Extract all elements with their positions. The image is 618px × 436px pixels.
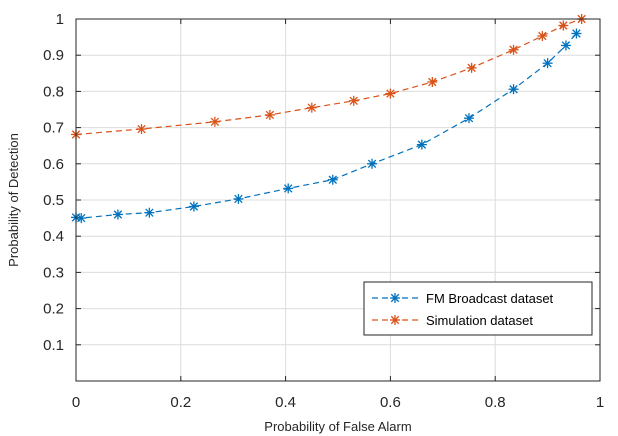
data-point-marker xyxy=(367,158,378,169)
data-point-marker xyxy=(283,183,294,194)
y-tick-label: 0.3 xyxy=(43,264,64,281)
x-tick-label: 0.8 xyxy=(485,394,506,411)
data-point-marker xyxy=(537,31,548,42)
data-point-marker xyxy=(464,113,474,124)
data-point-marker xyxy=(264,109,275,120)
x-tick-label: 0.2 xyxy=(170,394,191,411)
data-point-marker xyxy=(348,95,359,106)
legend-box xyxy=(363,281,593,336)
y-tick-label: 0.6 xyxy=(43,156,64,173)
data-point-marker xyxy=(385,88,396,99)
data-point-marker xyxy=(571,28,582,39)
data-point-marker xyxy=(558,20,569,31)
data-point-marker xyxy=(416,139,427,150)
series-line xyxy=(75,33,577,219)
data-point-marker xyxy=(209,116,220,127)
data-point-marker xyxy=(233,193,244,204)
legend-item: FM Broadcast dataset xyxy=(372,291,554,306)
x-tick-label: 0.6 xyxy=(380,394,401,411)
legend-marker xyxy=(390,293,400,303)
y-tick-label: 0.1 xyxy=(43,337,64,354)
data-point-marker xyxy=(466,62,477,73)
data-point-marker xyxy=(188,201,199,212)
legend-item: Simulation dataset xyxy=(372,313,533,328)
x-tick-label: 0 xyxy=(72,394,80,411)
y-tick-label: 1 xyxy=(56,11,64,28)
data-point-marker xyxy=(327,174,338,185)
y-tick-label: 0.8 xyxy=(43,83,64,100)
x-axis-label: Probability of False Alarm xyxy=(264,419,411,434)
legend-marker xyxy=(390,315,400,325)
data-point-marker xyxy=(542,58,553,69)
data-point-marker xyxy=(76,213,87,224)
series-1 xyxy=(71,28,582,224)
y-tick-label: 0.9 xyxy=(43,47,64,64)
legend-label: FM Broadcast dataset xyxy=(426,291,554,306)
data-point-marker xyxy=(112,209,123,220)
y-tick-label: 0.7 xyxy=(43,120,64,137)
tick-labels: 0 0.2 0.4 0.6 0.8 1 0.1 0.2 0.3 0.4 0.5 0.6 0.7 0.8 0.… xyxy=(43,11,604,411)
y-tick-label: 0.2 xyxy=(43,301,64,318)
legend: FM Broadcast dataset Simulation dataset xyxy=(363,281,593,336)
x-tick-label: 0.4 xyxy=(275,394,296,411)
ticks xyxy=(75,18,601,381)
y-axis-label: Probability of Detection xyxy=(6,133,21,267)
series-2 xyxy=(71,14,587,140)
x-tick-label: 1 xyxy=(596,394,604,411)
data-point-marker xyxy=(144,207,155,218)
y-tick-label: 0.4 xyxy=(43,228,64,245)
data-point-marker xyxy=(508,84,519,95)
y-tick-label: 0.5 xyxy=(43,192,64,209)
data-point-marker xyxy=(306,102,317,113)
data-point-marker xyxy=(508,44,519,55)
data-point-marker xyxy=(427,76,438,87)
legend-label: Simulation dataset xyxy=(426,313,533,328)
plot-series xyxy=(71,14,587,224)
series-line xyxy=(75,18,582,136)
data-point-marker xyxy=(136,124,147,135)
data-point-marker xyxy=(560,40,571,51)
